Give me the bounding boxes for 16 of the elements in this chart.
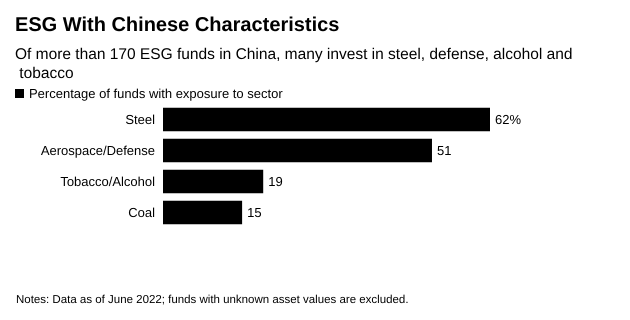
bar xyxy=(163,138,432,162)
bar xyxy=(163,108,490,132)
y-tick-label: Steel xyxy=(125,112,156,127)
data-label: 62% xyxy=(495,112,522,127)
y-tick-label: Tobacco/Alcohol xyxy=(60,174,156,189)
data-label: 15 xyxy=(247,205,262,220)
bar xyxy=(163,170,264,194)
data-label: 51 xyxy=(436,143,452,158)
chart-title: ESG With Chinese Characteristics xyxy=(15,14,340,36)
legend-label: Percentage of funds with exposure to sector xyxy=(29,86,284,101)
y-tick-label: Coal xyxy=(128,205,156,220)
data-label: 19 xyxy=(268,174,283,189)
bar xyxy=(163,200,242,224)
text: Notes: Data as of June 2022; funds with unknown asset values are excluded. xyxy=(16,294,409,306)
chart-subtitle: Of more than 170 ESG funds in China, many invest in steel, defense, alcohol and tobacco xyxy=(15,46,572,82)
y-tick-label: Aerospace/Defense xyxy=(40,143,155,158)
